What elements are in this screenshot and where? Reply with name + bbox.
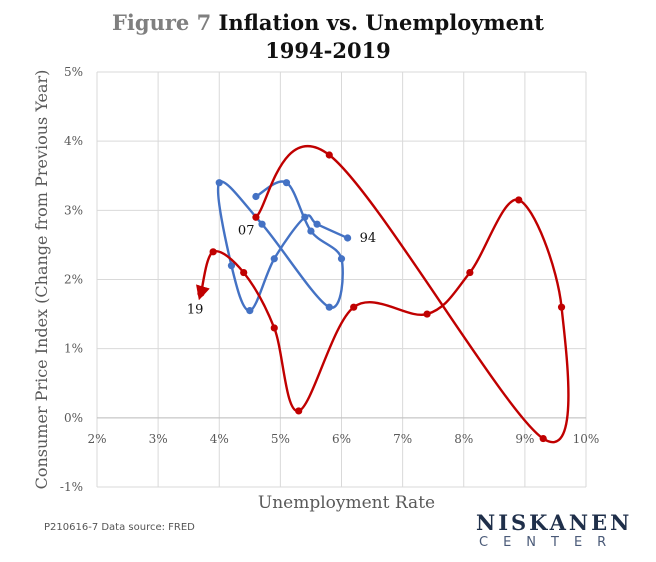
data-point bbox=[240, 268, 248, 277]
data-point bbox=[307, 227, 315, 235]
y-tick-label: 0% bbox=[64, 411, 83, 425]
data-point bbox=[350, 303, 358, 311]
data-point bbox=[466, 268, 474, 277]
figure-label: Figure 7 bbox=[112, 10, 212, 35]
data-point bbox=[423, 310, 431, 318]
x-tick-label: 9% bbox=[515, 432, 534, 446]
data-point bbox=[344, 234, 352, 242]
y-tick-label: 5% bbox=[64, 65, 83, 79]
source-note: P210616-7 Data source: FRED bbox=[44, 522, 195, 533]
data-point bbox=[258, 220, 266, 228]
x-tick-label: 4% bbox=[210, 432, 229, 446]
data-point bbox=[282, 179, 291, 187]
x-tick-label: 2% bbox=[87, 432, 106, 446]
data-point bbox=[557, 303, 566, 311]
x-tick-label: 8% bbox=[454, 432, 473, 446]
data-point bbox=[301, 213, 309, 221]
data-point bbox=[539, 434, 547, 443]
chart-subtitle: 1994-2019 bbox=[265, 38, 391, 63]
x-tick-label: 7% bbox=[393, 432, 412, 446]
point-annotation: 19 bbox=[187, 302, 204, 317]
title-text: Inflation vs. Unemployment bbox=[218, 10, 544, 35]
x-tick-label: 6% bbox=[332, 432, 351, 446]
y-tick-label: -1% bbox=[60, 480, 83, 494]
data-point bbox=[325, 151, 333, 159]
data-point bbox=[325, 303, 333, 311]
annotation-layer: 94 07 19 bbox=[187, 223, 376, 317]
data-point bbox=[515, 196, 523, 204]
data-point bbox=[197, 289, 205, 297]
series-line-1 bbox=[216, 180, 349, 312]
x-tick-label: 5% bbox=[271, 432, 290, 446]
data-point bbox=[215, 179, 223, 187]
y-tick-label: 4% bbox=[64, 134, 83, 148]
y-tick-label: 2% bbox=[64, 273, 83, 287]
logo-subtitle: CENTER bbox=[479, 535, 622, 550]
y-axis-title: Consumer Price Index (Change from Previo… bbox=[32, 70, 51, 490]
data-point bbox=[209, 248, 217, 256]
data-point bbox=[227, 262, 236, 270]
y-tick-label: 3% bbox=[64, 203, 83, 217]
x-tick-label: 3% bbox=[149, 432, 168, 446]
x-axis-title: Unemployment Rate bbox=[258, 493, 435, 513]
data-point bbox=[252, 192, 260, 201]
data-point bbox=[246, 307, 254, 315]
logo-wordmark: NISKANEN bbox=[476, 510, 633, 535]
point-annotation: 07 bbox=[238, 223, 255, 238]
data-point bbox=[270, 324, 278, 332]
y-tick-label: 1% bbox=[64, 342, 83, 356]
point-annotation: 94 bbox=[360, 231, 377, 246]
series-layer bbox=[196, 144, 570, 444]
data-point bbox=[270, 255, 278, 263]
x-tick-label: 10% bbox=[573, 432, 600, 446]
series-line-2 bbox=[196, 144, 570, 444]
data-point bbox=[337, 255, 346, 263]
data-point bbox=[313, 220, 321, 228]
data-point bbox=[295, 407, 303, 415]
data-point bbox=[252, 213, 260, 221]
axes: 2% 3% 4% 5% 6% 7% 8% 9% 10% -1% 0% 1% 2% 3% 4% 5% Unempl… bbox=[32, 65, 599, 513]
chart-title: Figure 7 Inflation vs. Unemployment bbox=[0, 10, 656, 35]
